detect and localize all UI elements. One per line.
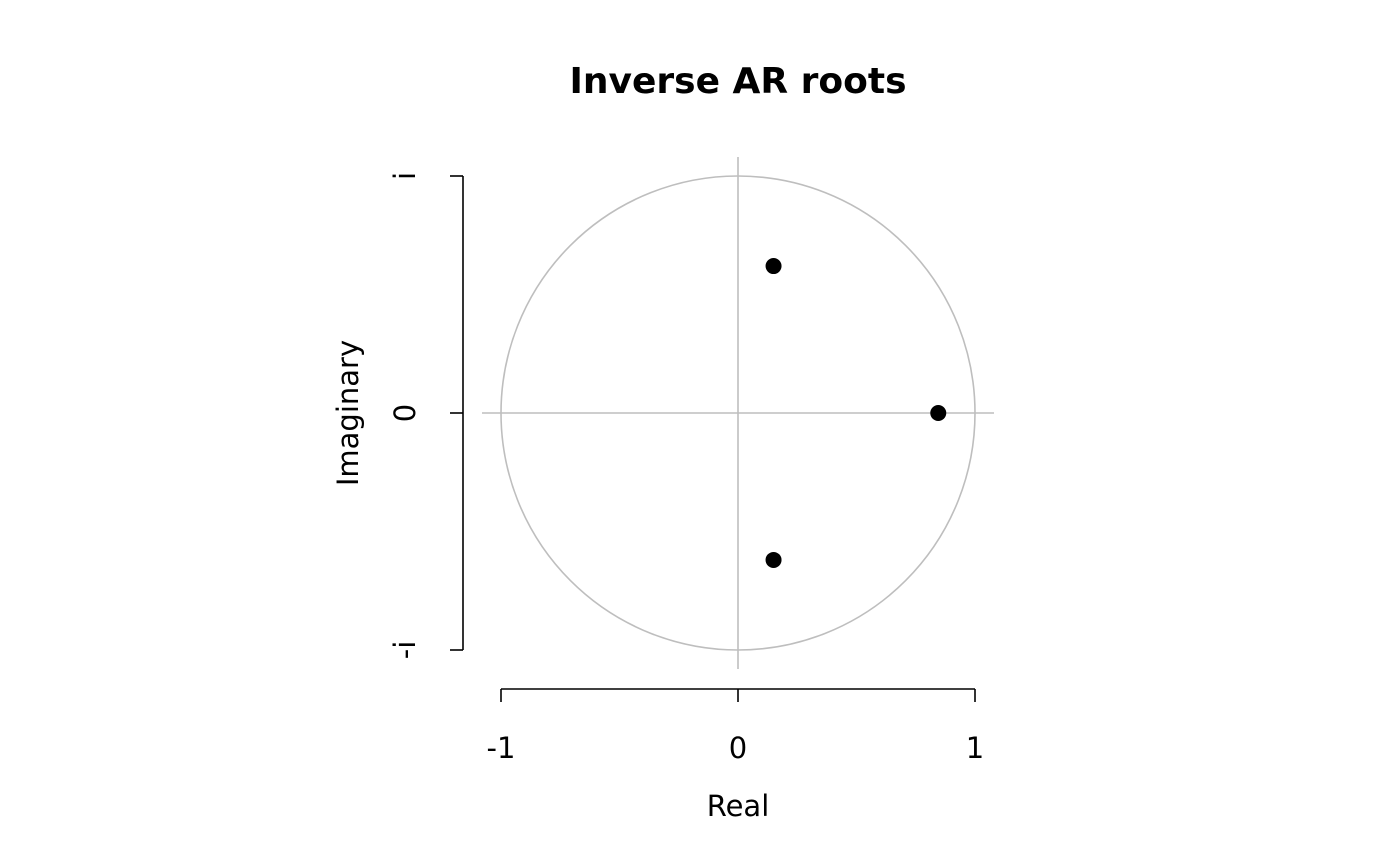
y-tick-label: -i (388, 641, 422, 660)
root-point (765, 258, 782, 275)
root-points (765, 258, 947, 568)
y-tick-label: 0 (388, 404, 422, 422)
root-point (765, 551, 782, 568)
x-axis: -1 0 1 (487, 688, 984, 765)
chart-title: Inverse AR roots (569, 61, 906, 102)
x-tick-label: 1 (966, 731, 984, 765)
plot-area (482, 157, 994, 669)
y-tick-label: i (388, 172, 422, 180)
root-point (930, 405, 947, 421)
x-tick-label: 0 (729, 731, 747, 765)
y-axis-label: Imaginary (331, 340, 365, 486)
x-tick-label: -1 (487, 731, 516, 765)
y-axis: -i 0 i (388, 172, 464, 660)
x-axis-label: Real (707, 789, 770, 823)
